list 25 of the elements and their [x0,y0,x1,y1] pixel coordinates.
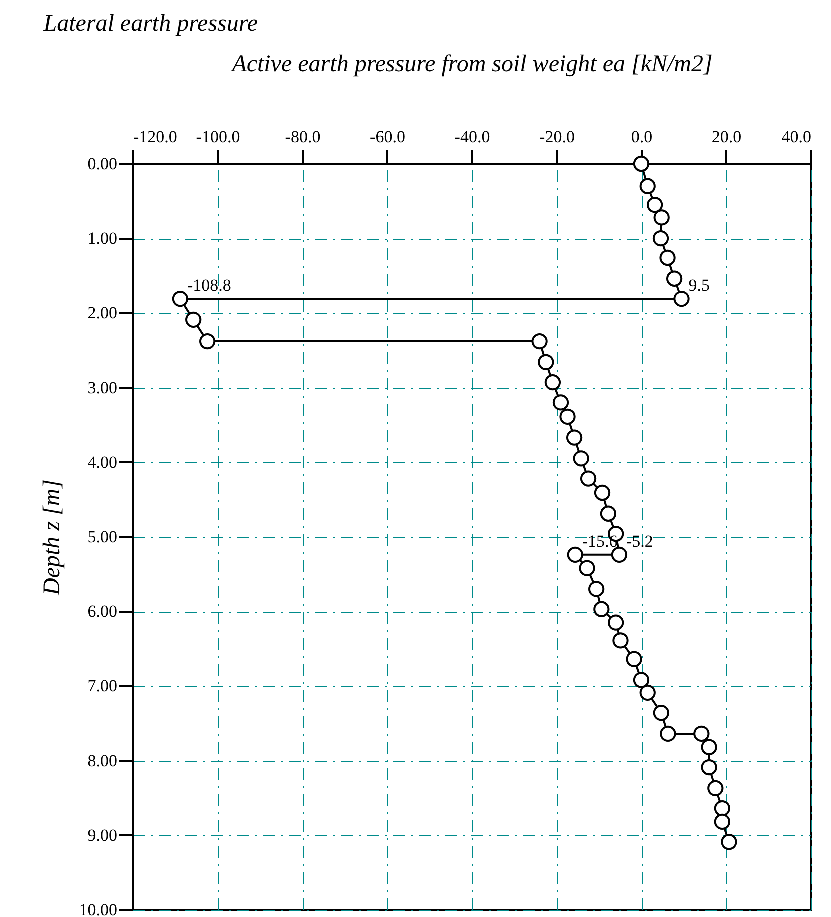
x-tick-label: -120.0 [134,128,178,146]
x-tick-label: -40.0 [454,128,490,146]
y-tick-label: 10.00 [79,900,118,917]
x-tick-label: -100.0 [196,128,240,146]
x-tick-label: -20.0 [540,128,575,146]
x-tick-label: -80.0 [285,128,321,146]
annotation: -108.8 [187,276,232,296]
x-tick-label: -60.0 [370,128,406,146]
y-tick-label: 1.00 [88,229,118,248]
x-tick-label: 20.0 [712,128,742,146]
annotation: 9.5 [688,276,710,296]
y-tick-label: 7.00 [88,676,118,696]
x-tick-label: 0.0 [631,128,653,146]
y-tick-label: 9.00 [88,826,118,845]
y-tick-label: 3.00 [88,378,118,398]
y-tick-label: 4.00 [88,452,118,472]
y-tick-label: 5.00 [88,528,118,546]
y-tick-label: 0.00 [88,154,118,174]
y-tick-label: 8.00 [88,751,118,770]
chart-title: Lateral earth pressure [42,11,258,37]
y-tick-label: 2.00 [88,304,118,323]
y-tick-label: 6.00 [88,602,118,622]
y-axis-title: Depth z [m] [39,479,66,597]
x-axis-title: Active earth pressure from soil weight ea [kN/m2] [230,52,713,78]
x-tick-label: 40.0 [782,128,812,146]
